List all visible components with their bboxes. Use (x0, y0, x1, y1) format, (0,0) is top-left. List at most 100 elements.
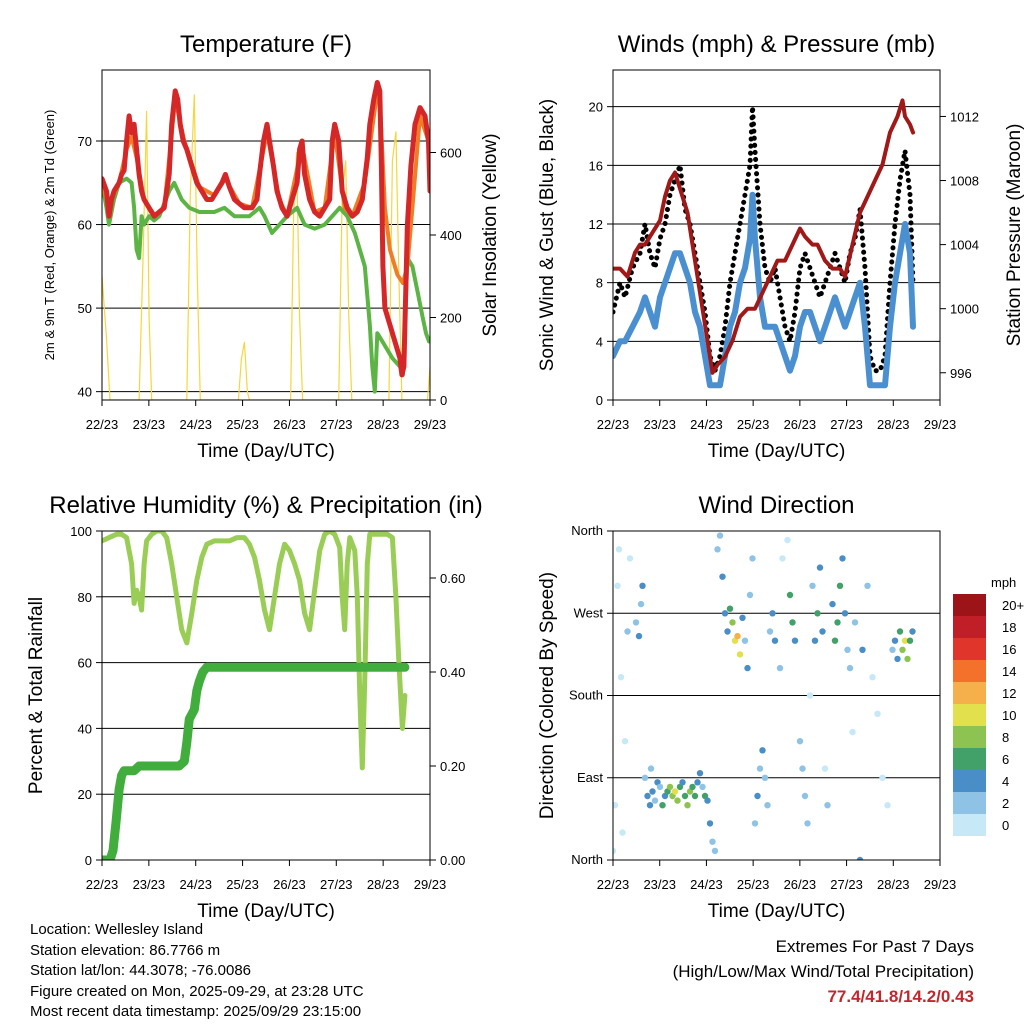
colorbar-swatch (953, 748, 986, 770)
y-axis-right-label: Solar Insolation (Yellow) (480, 133, 501, 336)
colorbar-label: 8 (1002, 730, 1009, 745)
colorbar-swatch (953, 704, 986, 726)
y-right-tick-label: 600 (440, 146, 462, 161)
x-tick-label: 22/23 (597, 417, 630, 432)
direction-point (729, 619, 736, 626)
y-tick-label: 0 (85, 853, 92, 868)
direction-point (736, 651, 744, 658)
colorbar-label: 16 (1002, 642, 1016, 657)
x-tick-label: 25/23 (226, 877, 259, 892)
direction-point (791, 637, 799, 644)
direction-point (613, 847, 617, 855)
y-axis-label: Direction (Colored By Speed) (537, 572, 558, 819)
speed-colorbar: mph 0 2 4 6 8 10 12 14 16 18 20+ (953, 575, 1024, 836)
direction-point (884, 802, 891, 809)
direction-point (851, 619, 859, 626)
direction-point (746, 591, 754, 599)
direction-point (651, 797, 659, 804)
y-right-tick-label: 996 (950, 366, 972, 381)
y-tick-label: 60 (78, 656, 92, 671)
direction-point (844, 646, 851, 653)
y-right-tick-label: 0 (440, 393, 447, 408)
direction-point (771, 637, 779, 644)
y-right-tick-label: 1012 (950, 109, 979, 124)
colorbar-label: 20+ (1002, 598, 1024, 613)
direction-point (749, 555, 756, 562)
direction-point (796, 738, 804, 745)
y-tick-label: South (569, 688, 603, 703)
plot-frame (101, 69, 431, 401)
chart-title: Wind Direction (698, 492, 854, 519)
direction-point (635, 632, 643, 640)
direction-point (779, 555, 786, 562)
direction-point (721, 610, 729, 617)
extremes-values: 77.4/41.8/14.2/0.43 (827, 987, 974, 1006)
direction-point (699, 783, 706, 791)
direction-point (641, 774, 649, 781)
y-axis-label: Percent & Total Rainfall (26, 597, 47, 794)
direction-point (806, 692, 814, 699)
direction-point (904, 655, 911, 663)
colorbar-label: 12 (1002, 686, 1016, 701)
direction-point (816, 564, 824, 571)
x-tick-label: 25/23 (737, 877, 770, 892)
station-info: Location: Wellesley Island Station eleva… (30, 920, 364, 1023)
x-tick-label: 27/23 (830, 417, 863, 432)
x-tick-label: 24/23 (179, 417, 212, 432)
direction-point (776, 664, 784, 672)
direction-point (859, 646, 866, 653)
y-axis-right-label: Station Pressure (Maroon) (1004, 124, 1024, 347)
direction-point (649, 788, 656, 795)
series-sonic-wind (613, 191, 916, 389)
x-tick-label: 23/23 (133, 877, 166, 892)
colorbar-label: 2 (1002, 796, 1009, 811)
plot-area (102, 531, 410, 860)
direction-point (821, 765, 829, 772)
y-tick-label: 100 (70, 524, 92, 539)
y-right-tick-label: 1008 (950, 174, 979, 189)
direction-point (644, 792, 651, 800)
y-tick-label: North (571, 523, 603, 538)
direction-point (764, 802, 771, 809)
created-text: Figure created on Mon, 2025-09-29, at 23… (30, 982, 364, 1000)
y-tick-label: West (574, 605, 604, 620)
series-2m-t (102, 80, 430, 378)
x-tick-label: 23/23 (643, 417, 676, 432)
colorbar-swatch (953, 726, 986, 748)
direction-point (879, 774, 886, 781)
y-tick-label: 60 (78, 218, 92, 233)
direction-point (799, 765, 806, 772)
chart-title: Relative Humidity (%) & Precipitation (i… (49, 492, 482, 519)
direction-point (744, 664, 751, 672)
extremes-title: Extremes For Past 7 Days (775, 937, 974, 956)
x-tick-label: 24/23 (179, 877, 212, 892)
x-tick-label: 29/23 (924, 417, 957, 432)
y-right-tick-label: 1000 (950, 302, 979, 317)
colorbar-label: 10 (1002, 708, 1016, 723)
x-tick-label: 24/23 (690, 877, 723, 892)
temperature-panel: Temperature (F) Time (Day/UTC) 2m & 9m T (… (42, 31, 501, 462)
y-right-tick-label: 400 (440, 228, 462, 243)
direction-point (615, 546, 623, 553)
direction-point (894, 655, 901, 663)
chart-title: Temperature (F) (180, 31, 352, 58)
x-tick-label: 22/23 (86, 877, 119, 892)
direction-point (811, 637, 819, 644)
x-tick-label: 26/23 (784, 417, 817, 432)
x-tick-label: 27/23 (320, 417, 353, 432)
direction-point (639, 582, 646, 589)
x-axis-label: Time (Day/UTC) (708, 441, 846, 462)
direction-point (839, 555, 846, 562)
chart-title: Winds (mph) & Pressure (mb) (618, 31, 935, 58)
y-tick-label: 16 (589, 158, 603, 173)
direction-point (819, 628, 826, 635)
series-relative-humidity (102, 531, 408, 771)
humidity-precip-panel: Relative Humidity (%) & Precipitation (i… (26, 492, 483, 922)
winds-pressure-panel: Winds (mph) & Pressure (mb) Time (Day/UTC… (537, 31, 1024, 462)
colorbar-label: 4 (1002, 774, 1009, 789)
direction-point (766, 628, 774, 635)
colorbar-swatch (953, 638, 986, 660)
direction-point (614, 582, 621, 589)
direction-point (856, 856, 864, 860)
direction-point (874, 710, 881, 717)
